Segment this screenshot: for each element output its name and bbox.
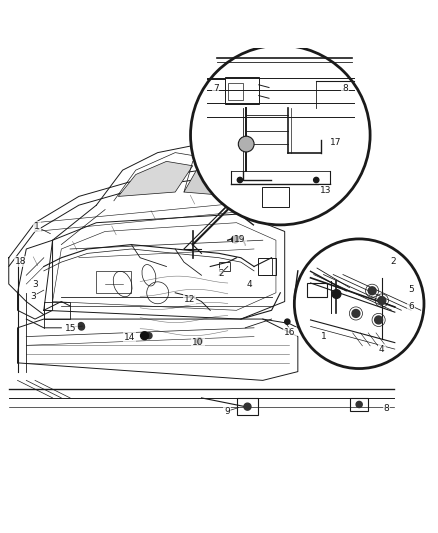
Text: 4: 4: [379, 345, 385, 353]
Polygon shape: [118, 161, 193, 197]
Text: 19: 19: [234, 235, 246, 244]
Bar: [228, 84, 244, 100]
Text: 7: 7: [213, 84, 219, 93]
Text: 8: 8: [383, 404, 389, 413]
Bar: [96, 271, 131, 293]
Text: 10: 10: [192, 338, 204, 347]
Text: 5: 5: [408, 285, 414, 294]
Bar: [350, 398, 368, 411]
Text: 2: 2: [218, 269, 223, 278]
Circle shape: [294, 239, 424, 368]
Circle shape: [368, 287, 376, 295]
Text: 4: 4: [247, 280, 252, 289]
Text: 6: 6: [408, 302, 414, 311]
Text: 18: 18: [15, 257, 26, 266]
Bar: [219, 262, 230, 271]
Text: 9: 9: [224, 407, 230, 416]
Text: 16: 16: [284, 328, 296, 337]
Circle shape: [146, 333, 152, 339]
Text: 1: 1: [34, 222, 40, 231]
Bar: [237, 398, 258, 415]
Text: 8: 8: [342, 84, 348, 93]
Circle shape: [285, 319, 290, 324]
Text: 14: 14: [124, 334, 135, 342]
Circle shape: [141, 332, 148, 340]
Text: 2: 2: [390, 257, 396, 266]
Text: 15: 15: [65, 324, 77, 333]
Circle shape: [78, 324, 85, 330]
Circle shape: [352, 310, 360, 317]
Circle shape: [237, 177, 243, 183]
Circle shape: [238, 136, 254, 152]
Bar: [258, 258, 276, 275]
Circle shape: [191, 45, 370, 225]
Text: 1: 1: [321, 332, 326, 341]
Text: 17: 17: [330, 138, 342, 147]
Circle shape: [378, 296, 386, 304]
Text: 12: 12: [184, 295, 195, 304]
Circle shape: [232, 236, 239, 243]
Polygon shape: [184, 161, 254, 197]
Circle shape: [374, 316, 382, 324]
Text: 3: 3: [30, 292, 36, 301]
Text: 3: 3: [32, 279, 38, 288]
Text: 13: 13: [319, 186, 331, 195]
Circle shape: [332, 289, 341, 298]
Bar: [262, 187, 289, 207]
Circle shape: [244, 403, 251, 410]
Bar: [44, 302, 70, 319]
Bar: [307, 283, 327, 297]
Circle shape: [356, 401, 362, 408]
Circle shape: [314, 177, 319, 183]
Circle shape: [196, 338, 202, 344]
Bar: [225, 77, 259, 104]
Circle shape: [78, 322, 84, 329]
